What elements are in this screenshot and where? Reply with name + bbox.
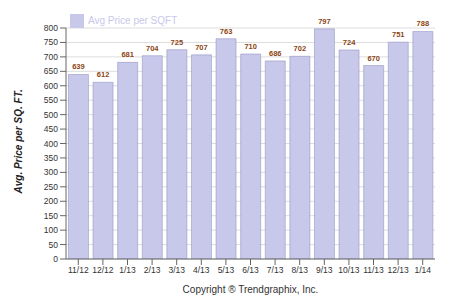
svg-text:12/12: 12/12	[92, 265, 114, 275]
svg-text:763: 763	[220, 27, 233, 36]
svg-text:350: 350	[44, 153, 58, 163]
svg-text:200: 200	[44, 196, 58, 206]
svg-text:707: 707	[195, 43, 208, 52]
svg-text:725: 725	[171, 38, 184, 47]
svg-text:6/13: 6/13	[242, 265, 259, 275]
svg-text:150: 150	[44, 211, 58, 221]
svg-text:702: 702	[294, 44, 307, 53]
svg-text:800: 800	[44, 23, 58, 33]
svg-text:500: 500	[44, 110, 58, 120]
svg-text:400: 400	[44, 139, 58, 149]
svg-text:8/13: 8/13	[291, 265, 308, 275]
svg-text:639: 639	[72, 62, 85, 71]
svg-text:704: 704	[146, 44, 159, 53]
svg-text:650: 650	[44, 66, 58, 76]
svg-text:300: 300	[44, 167, 58, 177]
svg-text:11/12: 11/12	[68, 265, 89, 275]
svg-text:550: 550	[44, 95, 58, 105]
svg-text:670: 670	[367, 54, 380, 63]
svg-text:4/13: 4/13	[193, 265, 210, 275]
svg-text:3/13: 3/13	[168, 265, 185, 275]
svg-text:724: 724	[343, 38, 356, 47]
svg-text:Copyright ® Trendgraphix, Inc.: Copyright ® Trendgraphix, Inc.	[183, 284, 319, 295]
svg-text:750: 750	[44, 37, 58, 47]
svg-text:788: 788	[417, 19, 430, 28]
svg-text:686: 686	[269, 49, 282, 58]
svg-text:612: 612	[97, 70, 110, 79]
svg-text:600: 600	[44, 81, 58, 91]
svg-text:450: 450	[44, 124, 58, 134]
svg-text:1/14: 1/14	[414, 265, 431, 275]
svg-text:681: 681	[121, 50, 134, 59]
svg-text:5/13: 5/13	[218, 265, 235, 275]
svg-text:100: 100	[44, 225, 58, 235]
svg-text:7/13: 7/13	[267, 265, 284, 275]
html-text:Avg Price per SQFT: Avg Price per SQFT	[88, 14, 178, 26]
svg-text:1/13: 1/13	[119, 265, 136, 275]
svg-text:10/13: 10/13	[338, 265, 360, 275]
svg-text:50: 50	[49, 240, 59, 250]
svg-text:751: 751	[392, 30, 405, 39]
svg-text:9/13: 9/13	[316, 265, 333, 275]
svg-text:Avg. Price per SQ. FT.: Avg. Price per SQ. FT.	[13, 89, 24, 194]
svg-text:0: 0	[53, 254, 58, 264]
svg-text:2/13: 2/13	[144, 265, 161, 275]
svg-text:250: 250	[44, 182, 58, 192]
svg-text:700: 700	[44, 52, 58, 62]
svg-text:710: 710	[244, 42, 257, 51]
svg-text:12/13: 12/13	[387, 265, 409, 275]
svg-text:797: 797	[318, 17, 331, 26]
svg-text:11/13: 11/13	[363, 265, 384, 275]
